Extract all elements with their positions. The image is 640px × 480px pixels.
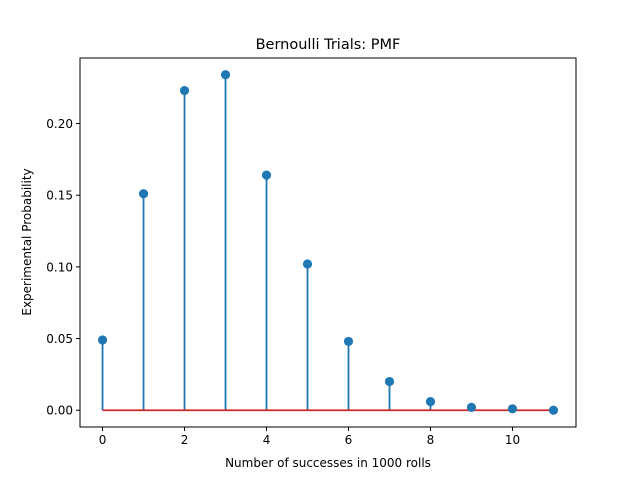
- data-point-8: [425, 397, 436, 407]
- x-tick-label: 8: [427, 433, 435, 447]
- y-tick-label: 0.20: [46, 117, 73, 131]
- data-point-10: [507, 404, 518, 414]
- data-point-11: [548, 405, 559, 415]
- axes-frame: [79, 57, 577, 428]
- y-axis-label: Experimental Probability: [20, 168, 34, 315]
- x-tick-label: 2: [181, 433, 189, 447]
- data-point-0: [97, 335, 108, 345]
- data-point-4: [261, 170, 272, 180]
- x-tick-label: 10: [505, 433, 520, 447]
- plot-marks: [97, 70, 559, 415]
- chart-title: Bernoulli Trials: PMF: [256, 37, 401, 53]
- data-point-1: [138, 189, 149, 199]
- y-tick-label: 0.05: [46, 332, 73, 346]
- y-tick-label: 0.15: [46, 189, 73, 203]
- data-point-6: [343, 336, 354, 347]
- data-point-2: [179, 85, 190, 96]
- x-tick-label: 4: [263, 433, 271, 447]
- x-tick-label: 0: [99, 433, 107, 447]
- data-point-5: [302, 259, 313, 269]
- data-point-3: [220, 70, 231, 80]
- data-point-9: [466, 402, 477, 412]
- x-axis-label: Number of successes in 1000 rolls: [225, 456, 431, 470]
- x-axis-ticks: 0 2 4 6 8 10: [99, 427, 520, 447]
- y-tick-label: 0.10: [46, 260, 73, 274]
- y-axis-ticks: 0.00 0.05 0.10 0.15 0.20: [46, 117, 80, 418]
- y-tick-label: 0.00: [46, 404, 73, 418]
- data-point-7: [384, 376, 395, 387]
- x-tick-label: 6: [345, 433, 353, 447]
